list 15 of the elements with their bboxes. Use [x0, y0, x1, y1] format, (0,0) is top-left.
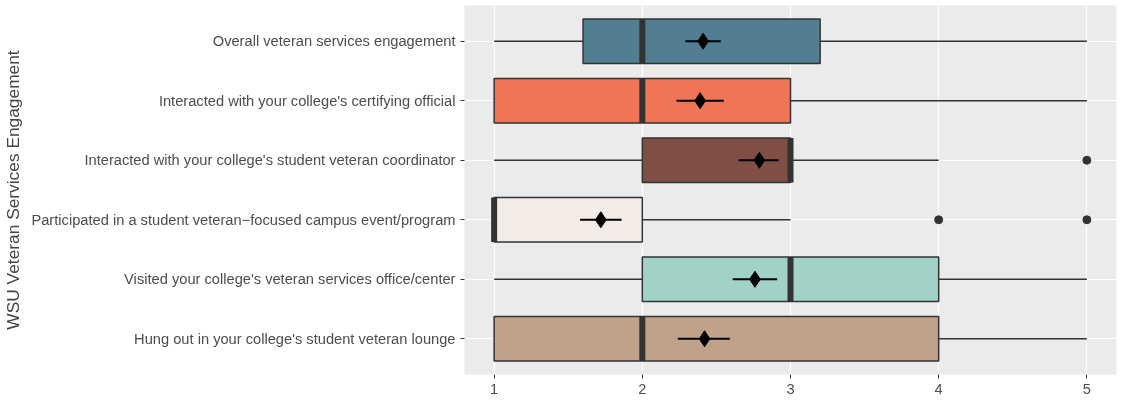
y-tick-label: Interacted with your college's certifying official	[158, 92, 456, 109]
x-tick-label: 5	[1082, 380, 1091, 397]
x-tick-label: 2	[638, 380, 647, 397]
point	[594, 211, 607, 229]
point	[698, 330, 711, 348]
x-tick-label: 1	[490, 380, 499, 397]
y-tick-label: Interacted with your college's student veteran coordinator	[84, 152, 456, 169]
y-tick-label: Visited your college's veteran services office/center	[124, 271, 456, 288]
x-tick-label: 4	[934, 380, 943, 397]
y-axis-title: WSU Veteran Services Engagement	[3, 50, 24, 330]
x-tick-label: 3	[786, 380, 795, 397]
y-tick-label: Participated in a student veteran−focused campus event/program	[31, 211, 456, 228]
y-tick-label: Overall veteran services engagement	[212, 33, 456, 50]
y-tick-label: Hung out in your college's student veteran lounge	[134, 330, 456, 347]
point	[753, 151, 766, 169]
